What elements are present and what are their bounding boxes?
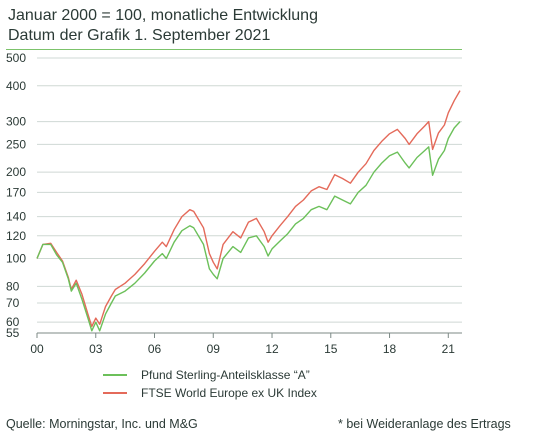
y-tick-label: 100 bbox=[6, 252, 26, 266]
chart-subtitle: Datum der Grafik 1. September 2021 bbox=[8, 27, 271, 44]
x-tick-label: 06 bbox=[148, 342, 162, 356]
legend-label-series-a: Pfund Sterling-Anteilsklasse “A” bbox=[141, 368, 310, 382]
series-line-fund bbox=[36, 121, 461, 332]
legend-item-series-a: Pfund Sterling-Anteilsklasse “A” bbox=[103, 366, 317, 384]
title-divider bbox=[6, 49, 462, 50]
x-tick-label: 12 bbox=[265, 342, 279, 356]
y-tick-label: 500 bbox=[6, 51, 26, 65]
y-tick-label: 80 bbox=[6, 279, 20, 293]
y-tick-label: 70 bbox=[6, 296, 20, 310]
y-tick-label: 300 bbox=[6, 115, 26, 129]
y-tick-label: 140 bbox=[6, 210, 26, 224]
x-tick-label: 15 bbox=[324, 342, 338, 356]
legend-swatch-series-b bbox=[103, 392, 127, 394]
y-tick-label: 400 bbox=[6, 79, 26, 93]
footnote: * bei Weideranlage des Ertrags bbox=[338, 417, 511, 431]
x-tick-label: 21 bbox=[442, 342, 456, 356]
legend-swatch-series-a bbox=[103, 374, 127, 376]
y-tick-label: 200 bbox=[6, 165, 26, 179]
y-tick-label: 60 bbox=[6, 315, 20, 329]
x-tick-label: 03 bbox=[89, 342, 103, 356]
x-tick-label: 18 bbox=[383, 342, 397, 356]
legend-item-series-b: FTSE World Europe ex UK Index bbox=[103, 384, 317, 402]
y-tick-label: 250 bbox=[6, 137, 26, 151]
chart-legend: Pfund Sterling-Anteilsklasse “A” FTSE Wo… bbox=[103, 366, 317, 402]
y-tick-label: 120 bbox=[6, 229, 26, 243]
chart-title-block: Januar 2000 = 100, monatliche Entwicklun… bbox=[8, 6, 318, 46]
series-line-index bbox=[36, 90, 461, 328]
x-tick-label: 09 bbox=[207, 342, 221, 356]
y-tick-label: 55 bbox=[6, 326, 20, 340]
legend-label-series-b: FTSE World Europe ex UK Index bbox=[141, 386, 317, 400]
chart-title: Januar 2000 = 100, monatliche Entwicklun… bbox=[8, 7, 318, 24]
x-tick-label: 00 bbox=[30, 342, 44, 356]
y-tick-label: 170 bbox=[6, 185, 26, 199]
source-note: Quelle: Morningstar, Inc. und M&G bbox=[6, 417, 198, 431]
